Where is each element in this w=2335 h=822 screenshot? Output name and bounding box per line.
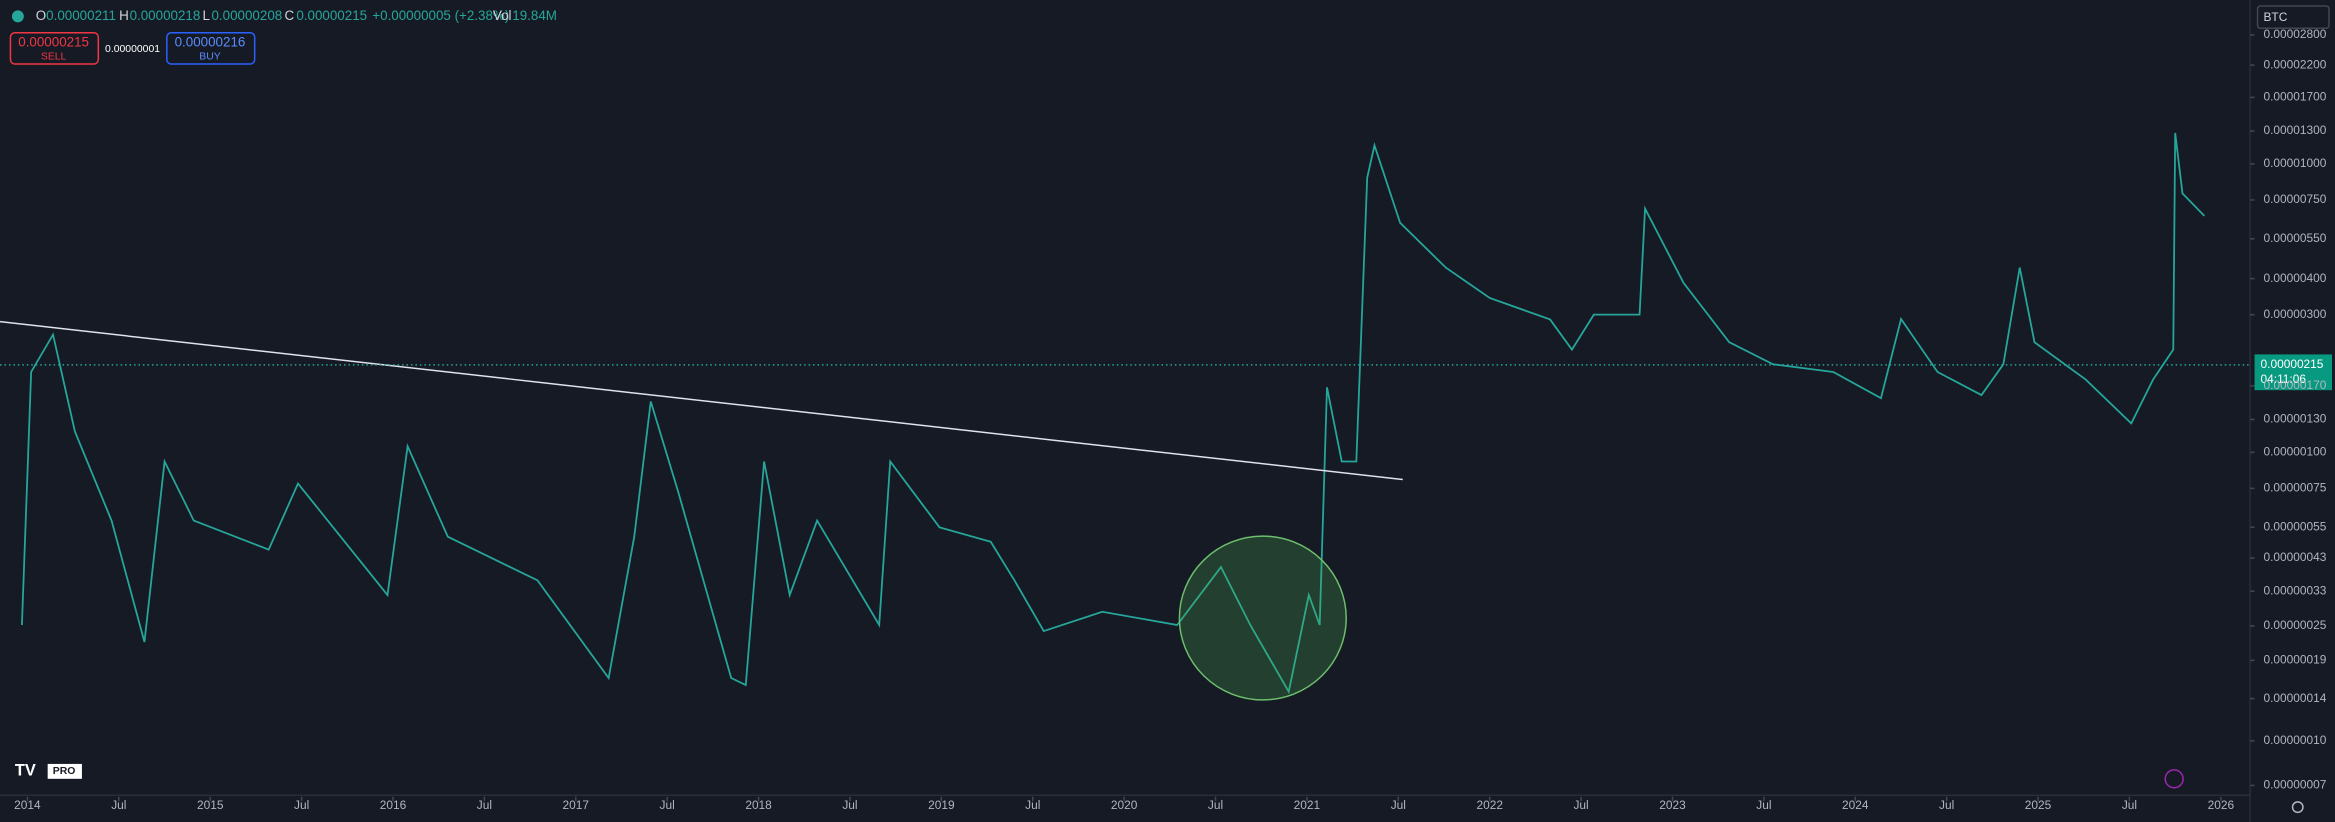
price-tag-countdown: 04:11:06 [2261, 372, 2307, 386]
sell-label[interactable]: SELL [41, 51, 67, 62]
x-tick-label: 2019 [928, 798, 955, 812]
y-tick-label: 0.00000750 [2264, 192, 2327, 206]
y-tick-label: 0.00000300 [2264, 307, 2327, 321]
x-tick-label: Jul [660, 798, 675, 812]
price-tag-price: 0.00000215 [2261, 357, 2324, 371]
x-tick-label: Jul [111, 798, 126, 812]
x-tick-label: 2025 [2025, 798, 2052, 812]
sell-button[interactable] [9, 32, 100, 65]
y-tick-label: 0.00000014 [2264, 691, 2327, 705]
y-tick-label: 0.00001000 [2264, 156, 2327, 170]
y-tick-label: 0.00000170 [2264, 378, 2327, 392]
x-tick-label: 2018 [745, 798, 772, 812]
y-tick-label: 0.00000075 [2264, 481, 2327, 495]
ohlc-label: C [284, 8, 294, 23]
sell-price[interactable]: 0.00000215 [18, 35, 89, 50]
vol-label: Vol [493, 8, 512, 23]
vol-value: 19.84M [512, 8, 557, 23]
y-tick-label: 0.00001700 [2264, 90, 2327, 104]
x-tick-label: 2014 [14, 798, 41, 812]
logo-mark: TV [15, 762, 36, 780]
x-tick-label: 2017 [563, 798, 590, 812]
x-tick-label: Jul [1391, 798, 1406, 812]
status-dot [11, 10, 24, 23]
x-tick-label: 2026 [2208, 798, 2235, 812]
trend-line [0, 320, 1403, 481]
x-tick-label: 2024 [1842, 798, 1869, 812]
y-tick-label: 0.00000043 [2264, 550, 2327, 564]
x-tick-label: 2016 [380, 798, 407, 812]
x-tick-label: 2022 [1476, 798, 1503, 812]
y-tick-label: 0.00000400 [2264, 271, 2327, 285]
y-tick-label: 0.00000100 [2264, 444, 2327, 458]
x-tick-label: Jul [1939, 798, 1954, 812]
x-tick-label: Jul [294, 798, 309, 812]
y-tick-label: 0.00000019 [2264, 653, 2327, 667]
x-tick-label: Jul [477, 798, 492, 812]
highlight-circle [1178, 535, 1347, 701]
y-tick-label: 0.00000033 [2264, 583, 2327, 597]
lightning-button[interactable] [2164, 769, 2184, 789]
ohlc-label: H [119, 8, 129, 23]
spread: 0.00000001 [105, 44, 160, 55]
buy-price[interactable]: 0.00000216 [175, 35, 246, 50]
x-tick-label: Jul [1573, 798, 1588, 812]
y-tick-label: 0.00000130 [2264, 412, 2327, 426]
y-tick-label: 0.00001300 [2264, 123, 2327, 137]
buy-label[interactable]: BUY [199, 51, 220, 62]
ohlc-label: O [36, 8, 46, 23]
settings-button[interactable] [2291, 801, 2304, 814]
x-tick-label: Jul [1756, 798, 1771, 812]
x-tick-label: Jul [1025, 798, 1040, 812]
y-tick-label: 0.00000550 [2264, 231, 2327, 245]
logo-badge [47, 763, 82, 779]
price-line-series [21, 132, 2206, 695]
x-tick-label: Jul [842, 798, 857, 812]
ohlc-value: 0.00000215 [296, 8, 367, 23]
x-tick-label: 2020 [1111, 798, 1138, 812]
ohlc-value: 0.00000211 [46, 8, 116, 23]
y-tick-label: 0.00000025 [2264, 618, 2327, 632]
change: +0.00000005 (+2.38%) [372, 8, 509, 23]
x-tick-label: 2015 [197, 798, 224, 812]
plot-area [21, 132, 2206, 695]
symbol-select[interactable] [2256, 5, 2330, 30]
x-tick-label: 2023 [1659, 798, 1686, 812]
y-tick-label: 0.00000010 [2264, 733, 2327, 747]
x-tick-label: Jul [2122, 798, 2137, 812]
y-tick-label: 0.00002200 [2264, 57, 2327, 71]
x-tick-label: Jul [1208, 798, 1223, 812]
y-tick-label: 0.00000007 [2264, 778, 2327, 792]
y-tick-label: 0.00000055 [2264, 519, 2327, 533]
symbol[interactable]: BTC [2264, 10, 2288, 24]
buy-button[interactable] [166, 32, 256, 65]
y-tick-label: 0.00002800 [2264, 27, 2327, 41]
x-tick-label: 2021 [1294, 798, 1321, 812]
price-tag [2254, 354, 2332, 391]
ohlc-value: 0.00000218 [130, 8, 201, 23]
ohlc-label: L [203, 8, 210, 23]
ohlc-value: 0.00000208 [211, 8, 282, 23]
logo-text: PRO [53, 766, 76, 777]
